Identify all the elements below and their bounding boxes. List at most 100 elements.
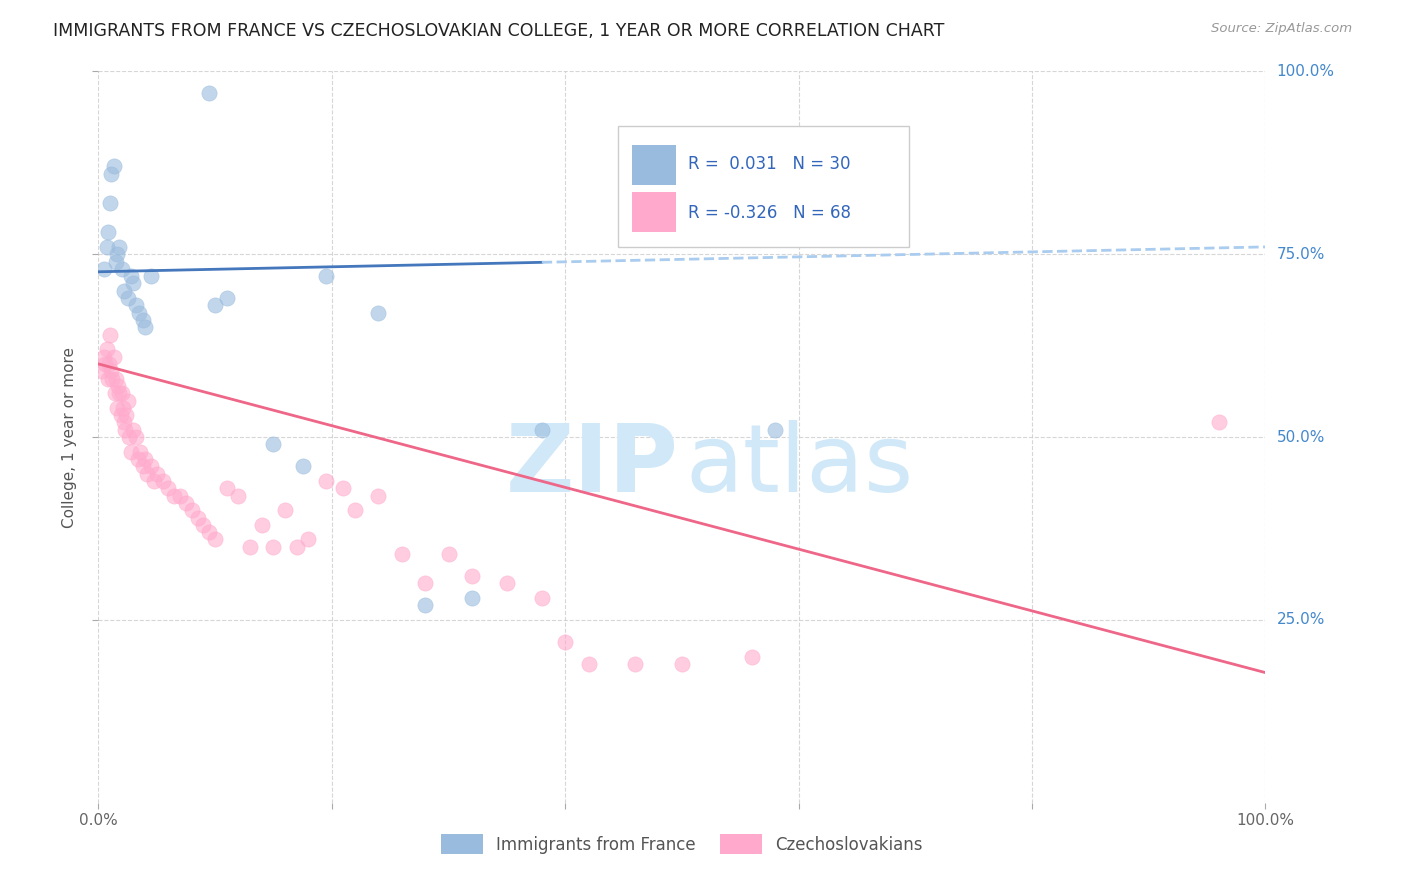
Point	[391, 547, 413, 561]
Point	[96, 240, 118, 254]
Point	[530, 591, 553, 605]
Point	[367, 306, 389, 320]
Point	[134, 320, 156, 334]
Point	[97, 371, 120, 385]
Point	[105, 401, 128, 415]
Point	[100, 167, 122, 181]
Point	[291, 459, 314, 474]
Point	[125, 298, 148, 312]
Point	[114, 423, 136, 437]
Point	[98, 196, 121, 211]
Point	[163, 489, 186, 503]
Point	[180, 503, 202, 517]
Point	[97, 225, 120, 239]
Point	[152, 474, 174, 488]
Point	[285, 540, 308, 554]
Point	[413, 576, 436, 591]
Bar	[631, 145, 676, 185]
Point	[139, 459, 162, 474]
Point	[118, 430, 141, 444]
Text: Source: ZipAtlas.com: Source: ZipAtlas.com	[1212, 22, 1353, 36]
Point	[103, 350, 125, 364]
Text: atlas: atlas	[685, 420, 914, 512]
Point	[103, 160, 125, 174]
Point	[125, 430, 148, 444]
Bar	[631, 192, 676, 232]
Point	[187, 510, 209, 524]
Point	[93, 261, 115, 276]
Point	[671, 657, 693, 671]
Point	[127, 452, 149, 467]
Point	[169, 489, 191, 503]
Point	[98, 327, 121, 342]
Point	[530, 423, 553, 437]
Point	[110, 408, 132, 422]
Point	[115, 408, 138, 422]
Text: 75.0%: 75.0%	[1277, 247, 1324, 261]
Point	[274, 503, 297, 517]
Point	[108, 386, 131, 401]
Point	[122, 423, 145, 437]
Point	[315, 474, 337, 488]
Point	[129, 444, 152, 458]
Point	[132, 459, 155, 474]
Text: 100.0%: 100.0%	[1277, 64, 1334, 78]
Point	[1208, 416, 1230, 430]
Point	[111, 261, 134, 276]
Point	[96, 343, 118, 357]
Point	[741, 649, 763, 664]
Text: IMMIGRANTS FROM FRANCE VS CZECHOSLOVAKIAN COLLEGE, 1 YEAR OR MORE CORRELATION CH: IMMIGRANTS FROM FRANCE VS CZECHOSLOVAKIA…	[53, 22, 945, 40]
Point	[215, 481, 238, 495]
Point	[193, 517, 215, 532]
Point	[117, 393, 139, 408]
Point	[332, 481, 354, 495]
Point	[262, 437, 284, 451]
Point	[143, 474, 166, 488]
Point	[128, 306, 150, 320]
Point	[122, 277, 145, 291]
Point	[315, 269, 337, 284]
Point	[111, 386, 134, 401]
Point	[250, 517, 273, 532]
Point	[239, 540, 262, 554]
Point	[204, 298, 226, 312]
Text: 50.0%: 50.0%	[1277, 430, 1324, 444]
Point	[104, 371, 127, 385]
Point	[104, 254, 127, 268]
Point	[90, 364, 112, 378]
Point	[120, 269, 142, 284]
Point	[174, 496, 197, 510]
Text: R = -0.326   N = 68: R = -0.326 N = 68	[688, 203, 851, 221]
Point	[146, 467, 169, 481]
Point	[134, 452, 156, 467]
Y-axis label: College, 1 year or more: College, 1 year or more	[62, 347, 77, 527]
Point	[198, 525, 221, 540]
Point	[198, 87, 221, 101]
Point	[228, 489, 250, 503]
Point	[461, 569, 484, 583]
Point	[120, 444, 142, 458]
Point	[105, 247, 128, 261]
Point	[367, 489, 389, 503]
Point	[132, 313, 155, 327]
Point	[624, 657, 647, 671]
Point	[204, 533, 226, 547]
Point	[297, 533, 319, 547]
Text: ZIP: ZIP	[506, 420, 679, 512]
Point	[101, 371, 124, 385]
Point	[94, 357, 117, 371]
Point	[262, 540, 284, 554]
Point	[763, 423, 786, 437]
Point	[437, 547, 460, 561]
Point	[111, 401, 134, 415]
Text: R =  0.031   N = 30: R = 0.031 N = 30	[688, 155, 851, 173]
FancyBboxPatch shape	[617, 126, 910, 247]
Point	[139, 269, 162, 284]
Point	[97, 357, 120, 371]
Point	[344, 503, 367, 517]
Point	[554, 635, 576, 649]
Point	[461, 591, 484, 605]
Point	[117, 291, 139, 305]
Point	[136, 467, 159, 481]
Text: 25.0%: 25.0%	[1277, 613, 1324, 627]
